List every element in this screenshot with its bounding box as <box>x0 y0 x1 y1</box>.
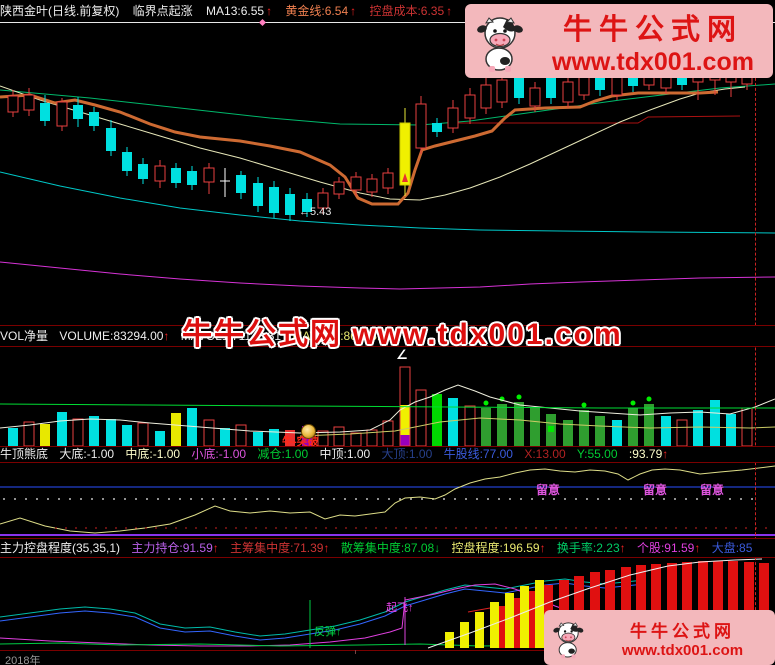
xiaodi-value: 小底:-1.00 <box>191 447 247 461</box>
alert-label: 留意 <box>700 483 725 497</box>
golden-line-value: 黄金线:6.54 <box>285 4 349 18</box>
up-arrow-icon: ↑ <box>694 541 701 555</box>
watermark-site-url: www.tdx001.com <box>621 641 744 659</box>
chicang-value: 主力持仓:91.59 <box>131 541 213 555</box>
zhuchou-value: 主筹集中度:71.39 <box>230 541 324 555</box>
bottom-axis <box>0 650 775 651</box>
mavol1-value: MAVOL1:71143.31 <box>180 329 282 343</box>
up-arrow-icon: ↑ <box>662 447 669 461</box>
dading-value: 大顶:1.00 <box>381 447 433 461</box>
jiancang-value: 减仓:1.00 <box>257 447 309 461</box>
up-arrow-icon: ↑ <box>350 4 357 18</box>
dadi-value: 大底:-1.00 <box>59 447 115 461</box>
title-separator <box>0 22 775 23</box>
up-arrow-icon: ↑ <box>212 541 219 555</box>
bull-bear-chart[interactable] <box>0 463 775 538</box>
price-annotation: ←5.43 <box>299 206 332 218</box>
bull-breakout-label: 牛-突破 <box>282 436 319 448</box>
control-cost-value: 控盘成本:6.35 <box>369 4 445 18</box>
volume-value: VOLUME:83294.00 <box>59 329 164 343</box>
up-arrow-icon: ↑ <box>446 4 453 18</box>
watermark-site-name: 牛牛公式网 <box>562 13 743 46</box>
ma13-value: MA13:6.55 <box>206 4 265 18</box>
control-panel-name: 主力控盘程度(35,35,1) <box>0 541 121 555</box>
bull-bear-header: 牛顶熊底 大底:-1.00 中底:-1.00 小底:-1.00 减仓:1.00 … <box>0 446 775 463</box>
volume-panel-name: VOL净量 <box>0 329 49 343</box>
stock-title: 陕西金叶(日线.前复权) <box>0 4 120 18</box>
huanshou-value: 换手率:2.23 <box>556 541 620 555</box>
watermark-site-url: www.tdx001.com <box>552 47 754 76</box>
niuguxian-value: 牛股线:77.00 <box>443 447 513 461</box>
cow-mascot-icon <box>553 621 584 658</box>
up-arrow-icon: ↑ <box>266 4 273 18</box>
cow-mascot-icon <box>477 17 523 72</box>
axis-tick <box>355 650 356 654</box>
signal-value: :93.79 <box>628 447 663 461</box>
volume-header: VOL净量 VOLUME:83294.00↑ MAVOL1:71143.31 M… <box>0 325 775 347</box>
control-header: 主力控盘程度(35,35,1) 主力持仓:91.59↑ 主筹集中度:71.39↑… <box>0 538 775 558</box>
up-arrow-icon: ↑ <box>539 541 546 555</box>
gegu-value: 个股:91.59 <box>636 541 695 555</box>
volume-chart[interactable] <box>0 348 775 447</box>
watermark-banner-top: 牛牛公式网 www.tdx001.com <box>465 4 773 78</box>
rebound-signal-label: 反弹↑ <box>314 626 342 638</box>
watermark-site-name: 牛牛公式网 <box>630 621 735 641</box>
kongpan-value: 控盘程度:196.59 <box>451 541 540 555</box>
takeoff-signal-label: 起飞↑ <box>386 602 414 614</box>
y-value: Y:55.00 <box>576 447 618 461</box>
up-arrow-icon: ↑ <box>163 329 170 343</box>
up-arrow-icon: ↑ <box>323 541 330 555</box>
x-value: X:13.00 <box>524 447 566 461</box>
zhongdi-value: 中底:-1.00 <box>125 447 181 461</box>
spike-mark: ∠ <box>396 347 408 362</box>
bull-panel-name: 牛顶熊底 <box>0 447 49 461</box>
mavol2-value: MAVOL2:86123.16 <box>292 329 394 343</box>
watermark-banner-bottom: 牛牛公式网 www.tdx001.com <box>544 610 775 665</box>
up-arrow-icon: ↑ <box>619 541 626 555</box>
alert-label: 留意 <box>643 483 668 497</box>
alert-label: 留意 <box>536 483 561 497</box>
down-arrow-icon: ↓ <box>434 541 441 555</box>
indicator-name: 临界点起涨 <box>132 4 193 18</box>
bull-breakout-icon <box>301 424 316 439</box>
zhongding-value: 中顶:1.00 <box>319 447 371 461</box>
dapan-value: 大盘:85 <box>711 541 753 555</box>
sanchou-value: 散筹集中度:87.08 <box>340 541 435 555</box>
axis-year-label: 2018年 <box>5 655 41 665</box>
watermark-text-mid: 牛牛公式网 www.tdx001.com <box>182 318 623 351</box>
